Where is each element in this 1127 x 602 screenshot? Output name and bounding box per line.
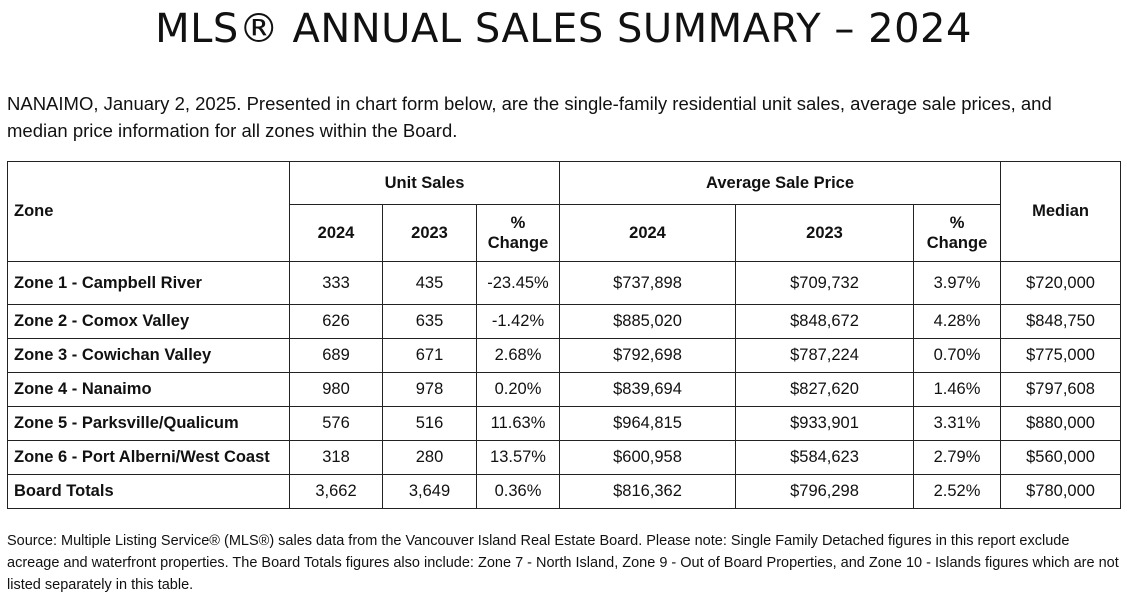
median-header: Median	[1000, 161, 1122, 262]
avg-price-2024-cell: $792,698	[559, 338, 737, 373]
median-price-cell: $560,000	[1000, 440, 1122, 475]
zone-column-header: Zone	[7, 161, 290, 262]
zone-name-cell: Zone 4 - Nanaimo	[7, 372, 290, 407]
unit-sales-pct-change-cell: 11.63%	[475, 406, 561, 441]
avg-price-2024-cell: $839,694	[559, 372, 737, 407]
source-note: Source: Multiple Listing Service® (MLS®)…	[7, 533, 1119, 593]
table-subheader-row: 2024 2023 % Change 2024 2023 % Change	[8, 204, 1121, 262]
median-price-cell: $775,000	[1000, 338, 1122, 373]
zone-name-cell: Zone 2 - Comox Valley	[7, 304, 290, 339]
avg-price-pct-change-cell: 4.28%	[913, 304, 1002, 339]
avg-price-2023-cell: $709,732	[735, 261, 915, 305]
unit-sales-2023-cell: 3,649	[382, 474, 477, 509]
table-row: Zone 6 - Port Alberni/West Coast 318 280…	[7, 440, 1122, 475]
median-price-cell: $880,000	[1000, 406, 1122, 441]
zone-name-cell: Zone 1 - Campbell River	[7, 261, 290, 305]
avg-price-2024-cell: $816,362	[559, 474, 737, 509]
avg-price-2023-cell: $933,901	[735, 406, 915, 441]
table-row: Zone 2 - Comox Valley 626 635 -1.42% $88…	[7, 304, 1122, 339]
avg-price-2024-header: 2024	[559, 204, 737, 262]
median-price-cell: $780,000	[1000, 474, 1122, 509]
unit-sales-2024-cell: 318	[289, 440, 383, 475]
avg-price-2023-header: 2023	[735, 204, 915, 262]
zone-name-cell: Board Totals	[7, 474, 290, 509]
avg-price-pct-change-header: % Change	[913, 204, 1002, 262]
median-price-cell: $720,000	[1000, 261, 1122, 305]
change-label: Change	[487, 234, 549, 252]
table-row: Zone 5 - Parksville/Qualicum 576 516 11.…	[7, 406, 1122, 441]
unit-sales-2023-cell: 516	[382, 406, 477, 441]
avg-price-2023-cell: $796,298	[735, 474, 915, 509]
unit-sales-2024-cell: 3,662	[289, 474, 383, 509]
unit-sales-2023-cell: 435	[382, 261, 477, 305]
avg-price-2023-cell: $827,620	[735, 372, 915, 407]
unit-sales-2023-cell: 635	[382, 304, 477, 339]
unit-sales-pct-change-cell: -1.42%	[475, 304, 561, 339]
avg-price-2024-cell: $964,815	[559, 406, 737, 441]
table-row: Zone 3 - Cowichan Valley 689 671 2.68% $…	[7, 338, 1122, 373]
avg-price-pct-change-cell: 0.70%	[913, 338, 1002, 373]
avg-price-2024-cell: $737,898	[559, 261, 737, 305]
unit-sales-2024-cell: 980	[289, 372, 383, 407]
median-price-cell: $848,750	[1000, 304, 1122, 339]
table-row: Zone 4 - Nanaimo 980 978 0.20% $839,694 …	[7, 372, 1122, 407]
change-label: Change	[926, 234, 988, 252]
zone-name-cell: Zone 5 - Parksville/Qualicum	[7, 406, 290, 441]
avg-price-pct-change-cell: 3.31%	[913, 406, 1002, 441]
unit-sales-header: Unit Sales	[288, 161, 561, 205]
unit-sales-2024-header: 2024	[289, 204, 383, 262]
avg-price-2023-cell: $787,224	[735, 338, 915, 373]
page-title: MLS® ANNUAL SALES SUMMARY – 2024	[155, 6, 972, 52]
avg-price-pct-change-cell: 1.46%	[913, 372, 1002, 407]
median-price-cell: $797,608	[1000, 372, 1122, 407]
avg-price-2024-cell: $885,020	[559, 304, 737, 339]
avg-price-2023-cell: $848,672	[735, 304, 915, 339]
unit-sales-pct-change-cell: 0.36%	[475, 474, 561, 509]
unit-sales-pct-change-cell: 13.57%	[475, 440, 561, 475]
table-row: Zone 1 - Campbell River 333 435 -23.45% …	[7, 261, 1122, 305]
average-sale-price-header: Average Sale Price	[559, 161, 1002, 205]
unit-sales-2023-cell: 280	[382, 440, 477, 475]
pct-symbol-label: %	[510, 214, 526, 232]
zone-name-cell: Zone 6 - Port Alberni/West Coast	[7, 440, 290, 475]
unit-sales-2024-cell: 626	[289, 304, 383, 339]
unit-sales-pct-change-cell: 0.20%	[475, 372, 561, 407]
intro-paragraph: NANAIMO, January 2, 2025. Presented in c…	[7, 93, 1052, 141]
pct-symbol-label: %	[949, 214, 965, 232]
unit-sales-2023-cell: 978	[382, 372, 477, 407]
avg-price-2023-cell: $584,623	[735, 440, 915, 475]
avg-price-2024-cell: $600,958	[559, 440, 737, 475]
unit-sales-pct-change-cell: 2.68%	[475, 338, 561, 373]
unit-sales-pct-change-cell: -23.45%	[475, 261, 561, 305]
unit-sales-2024-cell: 576	[289, 406, 383, 441]
zone-name-cell: Zone 3 - Cowichan Valley	[7, 338, 290, 373]
unit-sales-2023-header: 2023	[382, 204, 477, 262]
unit-sales-2024-cell: 689	[289, 338, 383, 373]
table-header-row: Zone Unit Sales Average Sale Price Media…	[7, 161, 1122, 262]
unit-sales-pct-change-header: % Change	[475, 204, 561, 262]
avg-price-pct-change-cell: 3.97%	[913, 261, 1002, 305]
unit-sales-2023-cell: 671	[382, 338, 477, 373]
avg-price-pct-change-cell: 2.79%	[913, 440, 1002, 475]
sales-summary-table: Zone Unit Sales Average Sale Price Media…	[7, 161, 1122, 509]
table-row-board-totals: Board Totals 3,662 3,649 0.36% $816,362 …	[7, 474, 1122, 509]
avg-price-pct-change-cell: 2.52%	[913, 474, 1002, 509]
unit-sales-2024-cell: 333	[289, 261, 383, 305]
